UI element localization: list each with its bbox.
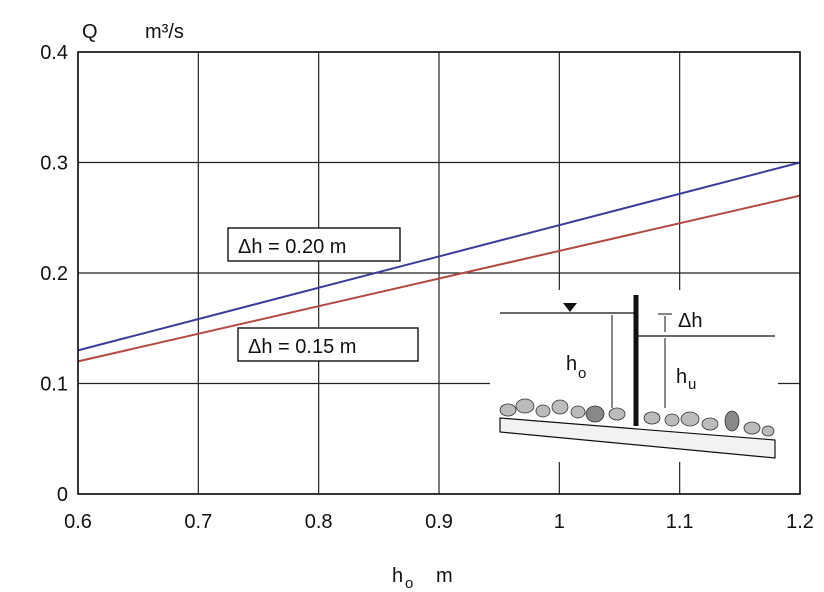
x-tick-label: 0.6 <box>64 511 92 533</box>
inset-dh-label: Δh <box>678 310 702 332</box>
inset-hu-symbol: h <box>676 366 687 388</box>
series-label: Δh = 0.15 m <box>248 336 356 358</box>
inset-diagram: Δh h o h u <box>490 290 778 462</box>
series-label: Δh = 0.20 m <box>238 236 346 258</box>
x-tick-label: 1 <box>554 511 565 533</box>
x-tick-label: 0.8 <box>305 511 333 533</box>
rocks <box>499 398 775 437</box>
x-tick-label: 1.1 <box>666 511 694 533</box>
water-marker <box>563 303 577 312</box>
inset-hu-subscript: u <box>688 376 696 393</box>
y-tick-label: 0.4 <box>40 42 68 64</box>
x-tick-label: 1.2 <box>786 511 814 533</box>
series-labels: Δh = 0.20 m Δh = 0.15 m <box>227 227 419 362</box>
x-axis-unit: m <box>436 565 453 587</box>
y-tick-label: 0.3 <box>40 153 68 175</box>
series-label-box <box>237 327 419 362</box>
x-axis-subscript: o <box>405 575 413 592</box>
y-tick-label: 0.2 <box>40 263 68 285</box>
channel-bed <box>499 417 776 459</box>
lines <box>77 161 801 363</box>
y-tick-label: 0 <box>57 484 68 506</box>
inset-ho-symbol: h <box>566 353 577 375</box>
series-line <box>77 161 801 352</box>
x-tick-label: 0.7 <box>184 511 212 533</box>
inset-ho-subscript: o <box>578 365 586 382</box>
y-tick-label: 0.1 <box>40 374 68 396</box>
y-axis-unit: m³/s <box>145 21 184 43</box>
x-tick-label: 0.9 <box>425 511 453 533</box>
series-line <box>77 194 801 363</box>
plot-frame <box>77 51 801 495</box>
series-label-box <box>227 227 401 262</box>
y-axis-symbol: Q <box>82 21 98 43</box>
x-axis-symbol: h <box>392 565 403 587</box>
